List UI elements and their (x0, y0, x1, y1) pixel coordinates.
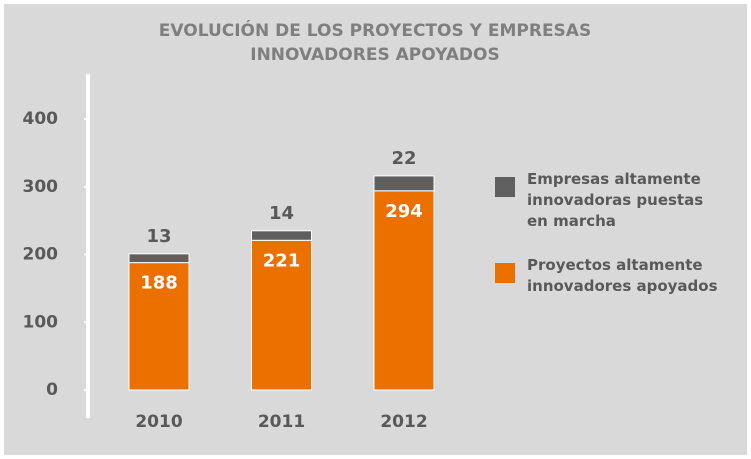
y-tick-label: 200 (23, 245, 59, 265)
data-label: 188 (140, 273, 178, 294)
data-label: 294 (385, 201, 423, 222)
data-label: 13 (146, 226, 171, 247)
bar-segment (251, 230, 312, 241)
legend-swatch (495, 177, 515, 197)
bar-segment (251, 239, 312, 391)
y-tick-label: 100 (23, 312, 59, 332)
legend-label: Empresas altamente innovadoras puestas en … (527, 170, 703, 230)
x-tick-label: 2010 (135, 412, 182, 432)
legend-label: Proyectos altamente innovadores apoyados (527, 256, 718, 295)
chart-title: INNOVADORES APOYADOS (250, 45, 499, 65)
bar-segment (373, 190, 435, 391)
y-tick-label: 0 (46, 380, 58, 400)
x-tick-label: 2012 (380, 412, 427, 432)
bar-segment (128, 253, 190, 264)
legend-swatch (495, 263, 515, 283)
chart-title: EVOLUCIÓN DE LOS PROYECTOS Y EMPRESAS (159, 19, 591, 41)
data-label: 221 (263, 250, 301, 271)
bar-segment (373, 175, 435, 192)
bar-segment (128, 262, 190, 391)
y-tick-label: 400 (23, 109, 59, 129)
x-tick-label: 2011 (258, 412, 305, 432)
data-label: 14 (269, 203, 294, 224)
y-tick-label: 300 (23, 177, 59, 197)
data-label: 22 (391, 148, 416, 169)
